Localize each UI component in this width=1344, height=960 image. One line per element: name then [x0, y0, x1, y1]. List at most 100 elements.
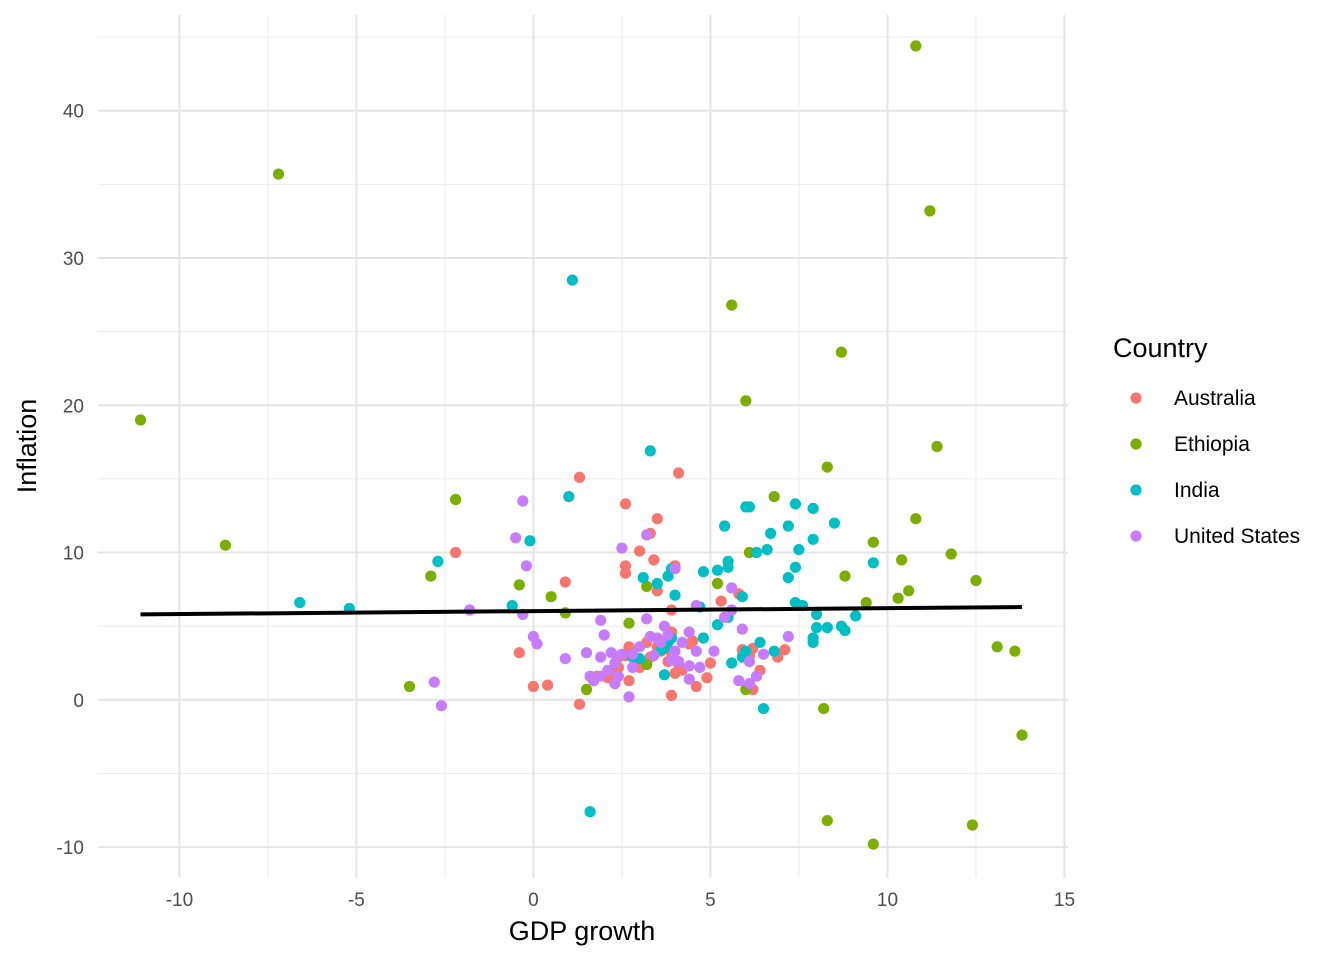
data-point [782, 630, 794, 643]
data-point [134, 414, 147, 426]
data-point [655, 636, 667, 649]
data-point [641, 580, 653, 593]
data-point [595, 651, 607, 663]
data-point [616, 542, 628, 554]
data-point [566, 274, 579, 286]
legend-label: United States [1174, 525, 1300, 548]
data-point [520, 560, 533, 572]
data-point [860, 597, 872, 609]
data-point [662, 629, 674, 641]
data-point [761, 544, 773, 556]
data-point [757, 703, 770, 715]
data-point [673, 655, 685, 668]
data-point [651, 513, 663, 525]
legend: Country Australia Ethiopia India United Sta… [1113, 333, 1300, 548]
data-point [644, 445, 656, 457]
data-point [272, 168, 285, 180]
legend-key [1130, 530, 1142, 542]
data-point [580, 647, 593, 659]
x-axis-title: GDP growth [509, 916, 656, 946]
data-point [634, 641, 646, 653]
data-point [432, 555, 444, 568]
data-point [627, 648, 639, 660]
data-point [970, 574, 982, 587]
data-point [966, 819, 979, 831]
data-point [726, 299, 738, 311]
data-point [945, 548, 957, 560]
data-point [588, 675, 600, 687]
x-tick-label: 0 [528, 890, 539, 911]
data-point [641, 529, 653, 541]
data-point [768, 645, 780, 657]
data-point [623, 691, 635, 703]
data-point [750, 546, 763, 559]
data-point [757, 648, 770, 660]
y-axis-title: Inflation [12, 399, 42, 494]
data-point [1009, 645, 1021, 657]
data-point [740, 501, 752, 513]
data-point [835, 346, 848, 358]
data-point [711, 619, 724, 631]
data-point [743, 655, 756, 668]
data-point [694, 661, 706, 674]
data-point [545, 591, 557, 603]
data-point [527, 680, 540, 693]
y-axis: -10 0 10 20 30 40 [57, 102, 84, 859]
data-point [719, 611, 731, 623]
y-tick-label: 10 [63, 544, 84, 565]
data-point [634, 545, 646, 557]
data-point [524, 535, 536, 547]
data-point [779, 644, 791, 656]
data-point [991, 641, 1003, 653]
data-point [931, 440, 943, 453]
y-tick-label: 0 [73, 691, 84, 712]
data-point [651, 577, 663, 590]
data-point [789, 498, 802, 510]
data-point [605, 647, 617, 659]
data-point [425, 570, 437, 582]
data-point [676, 636, 688, 649]
legend-label: Australia [1174, 387, 1256, 410]
data-point [573, 698, 586, 710]
data-point [531, 638, 543, 650]
data-point [733, 675, 745, 687]
x-tick-label: -5 [348, 890, 365, 911]
data-point [584, 806, 596, 818]
data-point [704, 657, 717, 669]
data-point [789, 561, 802, 573]
data-point [669, 645, 681, 657]
data-point [715, 595, 727, 607]
data-point [793, 544, 805, 556]
data-point [850, 610, 862, 622]
data-point [807, 632, 819, 644]
data-point [563, 491, 575, 503]
data-point [687, 635, 699, 647]
data-point [726, 582, 738, 594]
data-point [662, 570, 674, 582]
x-tick-label: 15 [1054, 890, 1075, 911]
data-point [450, 493, 462, 506]
data-point [598, 629, 610, 641]
data-point [697, 566, 710, 578]
data-point [428, 676, 440, 688]
data-point [892, 592, 904, 604]
data-point [768, 491, 780, 503]
data-point [658, 669, 671, 681]
data-point [219, 539, 231, 551]
data-point [403, 680, 416, 693]
data-point [740, 395, 752, 407]
data-point [641, 613, 653, 625]
legend-key [1130, 484, 1142, 496]
data-point [821, 815, 833, 827]
data-point [1016, 729, 1028, 741]
data-point [683, 673, 695, 685]
data-point [619, 498, 632, 510]
data-point [609, 678, 621, 690]
data-point [627, 661, 639, 674]
legend-key [1130, 392, 1142, 404]
data-point [867, 557, 879, 569]
data-point [623, 617, 635, 629]
data-point [690, 645, 702, 657]
data-point [903, 585, 915, 597]
